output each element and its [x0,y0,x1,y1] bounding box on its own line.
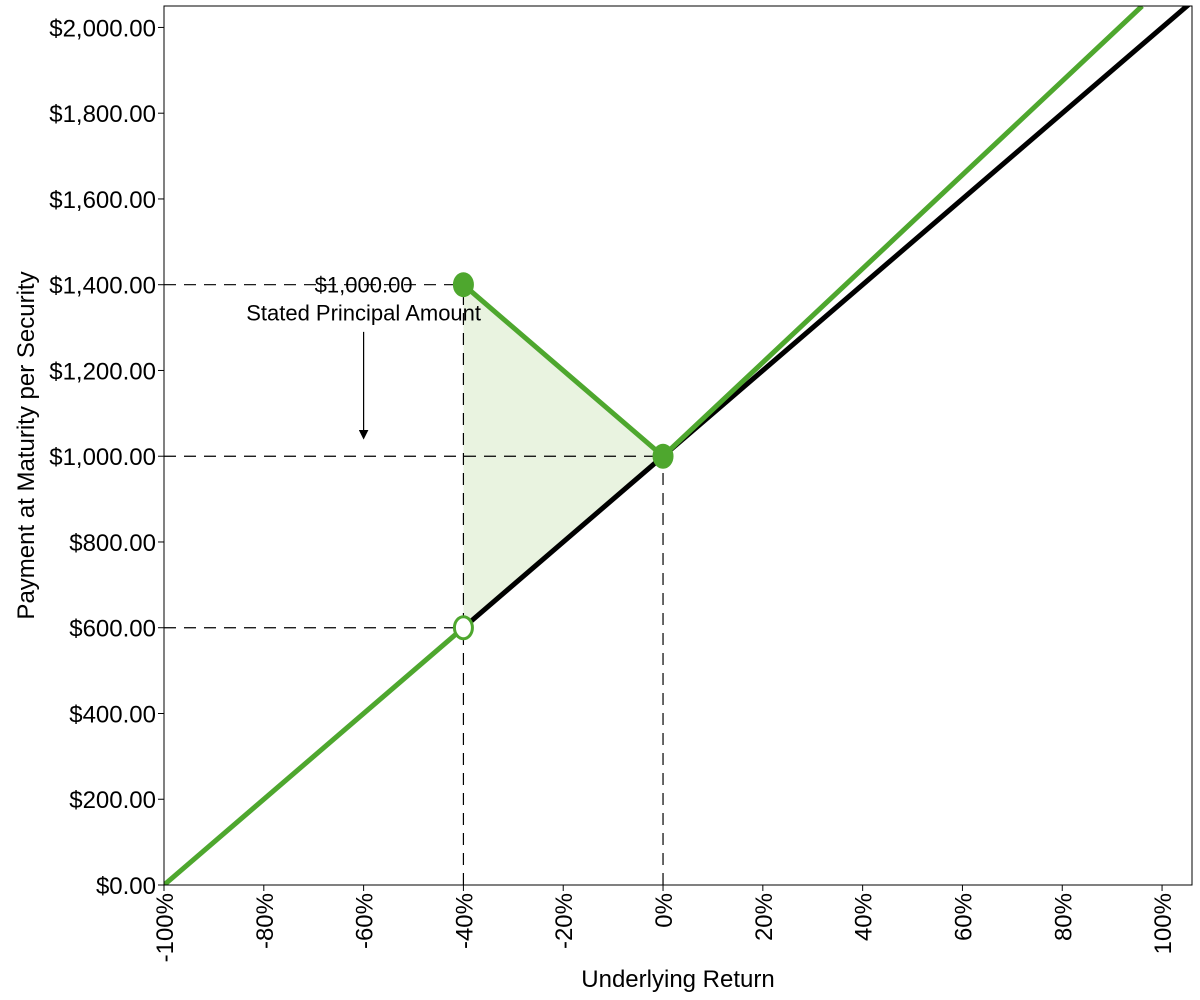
plot-frame [163,5,1193,886]
y-tick-label: $1,000.00 [49,444,156,471]
y-tick-label: $1,200.00 [49,358,156,385]
annotation-layer: $1,000.00 Stated Principal Amount [246,273,481,440]
x-tick-label: 20% [751,893,778,941]
y-tick-label: $1,400.00 [49,273,156,300]
x-tick-label: 100% [1150,893,1177,954]
x-tick-label: -100% [152,893,179,962]
x-tick-label: -20% [551,893,578,949]
annotation-label-text: Stated Principal Amount [246,301,481,326]
series-security-lower-line [164,625,466,885]
markers-layer [452,272,674,641]
x-tick-label: -60% [352,893,379,949]
y-tick-label: $400.00 [69,701,156,728]
shaded-region [463,284,664,628]
x-tick-label: 60% [950,893,977,941]
y-tick-label: $1,800.00 [49,101,156,128]
y-tick-label: $200.00 [69,787,156,814]
y-tick-label: $2,000.00 [49,15,156,42]
annotation-value-text: $1,000.00 [315,273,413,298]
y-tick-label: $800.00 [69,530,156,557]
x-axis-title: Underlying Return [581,966,774,993]
x-tick-label: 80% [1050,893,1077,941]
x-tick-label: -80% [252,893,279,949]
y-tick-label: $1,600.00 [49,187,156,214]
y-axis-title: Payment at Maturity per Security [13,271,40,619]
series-layer [164,6,1191,885]
open-marker-neg40 [452,615,474,641]
shade-layer [463,284,664,628]
series-underlying-line [461,6,1191,630]
filled-marker-neg40 [452,272,474,298]
reference-lines-layer [164,284,664,885]
x-tick-label: 40% [851,893,878,941]
x-tick-label: 0% [651,893,678,928]
y-tick-label: $0.00 [96,873,156,900]
axes-layer: $0.00 $200.00 $400.00 $600.00 $800.00 $1,000.… [49,15,1177,962]
filled-marker-zero [652,443,674,469]
y-tick-label: $600.00 [69,616,156,643]
x-tick-label: -40% [451,893,478,949]
